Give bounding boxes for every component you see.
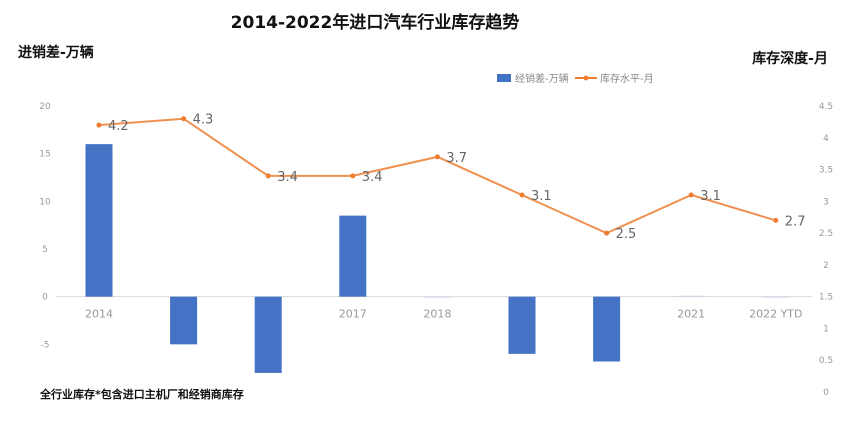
left-axis-tick: 0 [42,293,48,303]
data-label: 2.5 [616,227,637,242]
right-axis-tick: 4.5 [819,102,833,112]
category-label: 2018 [423,308,451,321]
bar [762,296,790,298]
right-axis-tick: 1 [823,324,829,334]
line-point [519,192,525,198]
legend-line-label: 库存水平-月 [600,72,654,85]
bar [170,296,198,345]
category-label: 2022 YTD [749,308,802,321]
line-point [604,230,610,236]
right-axis-tick: 4 [823,134,829,144]
line-point [350,173,356,179]
legend-line-marker [583,75,589,81]
right-axis-tick: 2 [823,261,829,271]
footnote: 全行业库存*包含进口主机厂和经销商库存 [39,387,244,401]
chart-title: 2014-2022年进口汽车行业库存趋势 [231,12,520,33]
data-label: 3.1 [531,189,552,204]
data-label: 4.2 [108,119,129,134]
right-axis-tick: 0 [823,388,829,398]
legend-bar-label: 经销差-万辆 [515,72,569,85]
data-label: 3.4 [277,170,298,185]
data-label: 3.4 [362,170,383,185]
legend: 经销差-万辆 库存水平-月 [497,72,654,85]
right-axis-title: 库存深度-月 [752,50,828,67]
bar [254,296,282,373]
category-label: 2017 [339,308,367,321]
right-axis-tick: 3 [823,197,829,207]
line-series [98,117,777,235]
bar [508,296,536,354]
left-axis-tick: 15 [39,150,50,160]
line-point [265,173,271,179]
right-axis-tick: 1.5 [819,293,833,303]
line-point [181,116,187,122]
left-axis-tick: 20 [39,102,51,112]
bar [423,296,451,298]
legend-bar-swatch [497,74,511,82]
data-label: 3.7 [446,151,467,166]
line-point [96,122,102,128]
data-label: 2.7 [785,214,806,229]
left-axis-tick: -5 [41,340,50,350]
line-point [773,217,779,223]
line-point [434,154,440,160]
data-label: 4.3 [193,113,214,128]
left-axis-tick: 5 [42,245,48,255]
left-axis-tick: 10 [39,197,51,207]
bar [339,215,367,297]
right-axis-tick: 2.5 [819,229,833,239]
bar [85,144,113,297]
right-axis-tick: 3.5 [819,166,833,176]
right-axis-tick: 0.5 [819,356,833,366]
category-label: 2014 [85,308,113,321]
category-label: 2021 [677,308,705,321]
bar [677,295,705,297]
bar [593,296,621,362]
line-point [688,192,694,198]
data-label: 3.1 [700,189,721,204]
left-axis-title: 进销差-万辆 [18,44,94,61]
